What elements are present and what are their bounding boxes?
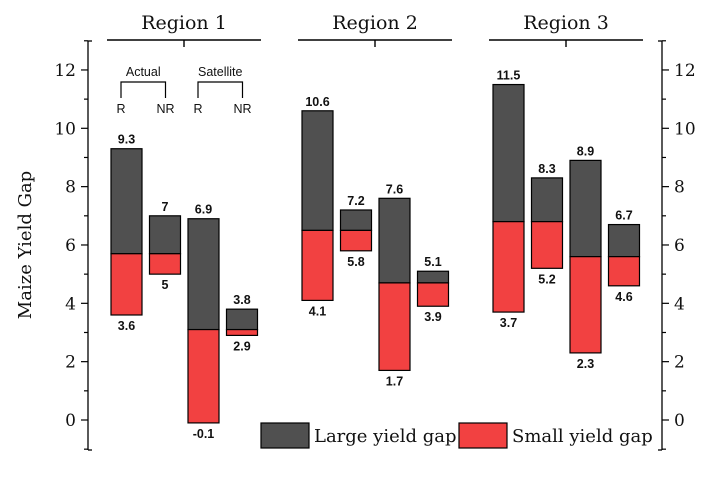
region-title: Region 3 <box>523 12 609 34</box>
bracket-right-label: NR <box>233 102 251 116</box>
legend-swatch <box>260 422 310 449</box>
bar-bottom-label: 2.9 <box>233 339 250 353</box>
legend-label: Large yield gap <box>314 426 457 447</box>
bar-top-label: 6.9 <box>195 203 212 217</box>
left-tick-label: 4 <box>65 294 76 314</box>
bar-top-label: 9.3 <box>118 133 135 147</box>
bar-top-label: 5.1 <box>424 255 441 269</box>
bar-bottom-label: 4.6 <box>615 290 632 304</box>
bar-top-label: 7.2 <box>347 194 364 208</box>
bracket <box>120 81 167 98</box>
bar-bottom-label: 3.6 <box>118 319 135 333</box>
bar-3: 6.9 -0.1 <box>187 203 220 441</box>
bar-4: 3.8 2.9 <box>225 293 259 353</box>
left-tick-label: 0 <box>65 411 76 431</box>
right-tick-label: 6 <box>674 236 685 256</box>
bar-bottom-label: 4.1 <box>309 304 326 318</box>
bar-segment-small-yield-gap <box>225 328 259 337</box>
right-tick-label: 4 <box>674 294 685 314</box>
bar-segment-small-yield-gap <box>110 253 143 316</box>
bar-segment-large-yield-gap <box>378 197 411 284</box>
bar-segment-small-yield-gap <box>607 256 641 287</box>
right-tick-label: 0 <box>674 411 685 431</box>
bar-segment-large-yield-gap <box>530 177 564 223</box>
bar-segment-large-yield-gap <box>416 270 450 284</box>
bar-bottom-label: 3.7 <box>500 316 517 330</box>
bar-segment-small-yield-gap <box>339 229 373 252</box>
left-tick-label: 6 <box>65 236 76 256</box>
bar-12: 6.7 4.6 <box>607 209 641 304</box>
bar-segment-large-yield-gap <box>569 159 602 258</box>
bracket-left-label: R <box>193 102 202 116</box>
bar-segment-large-yield-gap <box>110 148 143 255</box>
bracket-label: Satellite <box>198 65 243 79</box>
y-axis-label: Maize Yield Gap <box>15 171 36 319</box>
bar-8: 5.1 3.9 <box>416 255 450 324</box>
left-tick-label: 10 <box>54 119 76 139</box>
legend-item: Large yield gap <box>260 422 457 449</box>
bar-bottom-label: 2.3 <box>577 357 594 371</box>
bar-2: 75 <box>148 200 182 292</box>
bar-segment-small-yield-gap <box>416 282 450 307</box>
right-tick-label: 10 <box>674 119 696 139</box>
bar-segment-small-yield-gap <box>492 221 525 313</box>
bar-segment-large-yield-gap <box>339 209 373 231</box>
bar-segment-large-yield-gap <box>607 223 641 258</box>
bar-segment-large-yield-gap <box>492 83 525 223</box>
bar-top-label: 8.3 <box>538 162 555 176</box>
bars: 9.33.6756.9-0.13.82.910.64.17.25.87.61.7… <box>110 69 641 441</box>
bar-segment-large-yield-gap <box>148 215 182 255</box>
bar-top-label: 8.9 <box>577 144 594 158</box>
bar-segment-large-yield-gap <box>301 110 334 231</box>
bar-top-label: 11.5 <box>497 69 521 83</box>
bar-segment-large-yield-gap <box>225 308 259 331</box>
legend-label: Small yield gap <box>512 426 653 447</box>
bar-segment-large-yield-gap <box>187 218 220 331</box>
bar-bottom-label: 1.7 <box>386 374 403 388</box>
bracket-annotations: Actual R NR Satellite R NR <box>116 65 251 116</box>
left-tick-label: 2 <box>65 353 76 373</box>
bar-10: 8.3 5.2 <box>530 162 564 286</box>
bar-bottom-label: 3.9 <box>424 310 441 324</box>
legend: Large yield gap Small yield gap <box>260 422 653 449</box>
bar-5: 10.6 4.1 <box>301 95 334 318</box>
axes: 0 0 2 2 4 4 6 6 8 8 10 10 12 12 <box>54 40 696 451</box>
bracket <box>197 81 244 98</box>
bar-segment-small-yield-gap <box>530 221 564 269</box>
bar-top-label: 10.6 <box>305 95 329 109</box>
bar-segment-small-yield-gap <box>187 328 220 424</box>
bar-segment-small-yield-gap <box>148 253 182 275</box>
bar-bottom-label: 5.8 <box>347 255 364 269</box>
bar-segment-small-yield-gap <box>301 229 334 302</box>
bracket-right-label: NR <box>156 102 174 116</box>
bar-6: 7.2 5.8 <box>339 194 373 269</box>
bar-top-label: 7 <box>162 200 169 214</box>
left-tick-label: 8 <box>65 178 76 198</box>
region-title: Region 1 <box>141 12 227 34</box>
legend-item: Small yield gap <box>458 422 653 449</box>
right-tick-label: 2 <box>674 353 685 373</box>
region-headers: Region 1 Region 2 Region 3 <box>107 12 643 47</box>
bar-bottom-label: 5.2 <box>538 272 555 286</box>
bar-segment-small-yield-gap <box>569 256 602 354</box>
bar-9: 11.5 3.7 <box>492 69 525 330</box>
bar-top-label: 3.8 <box>233 293 250 307</box>
bar-bottom-label: 5 <box>162 278 169 292</box>
right-tick-label: 12 <box>674 61 696 81</box>
bar-segment-small-yield-gap <box>378 282 411 372</box>
legend-swatch <box>458 422 508 449</box>
region-title: Region 2 <box>332 12 418 34</box>
bracket-left-label: R <box>116 102 125 116</box>
bar-1: 9.3 3.6 <box>110 133 143 333</box>
bar-11: 8.9 2.3 <box>569 144 602 371</box>
bracket-label: Actual <box>126 65 161 79</box>
bar-top-label: 7.6 <box>386 182 403 196</box>
right-tick-label: 8 <box>674 178 685 198</box>
left-tick-label: 12 <box>54 61 76 81</box>
bar-7: 7.6 1.7 <box>378 182 411 388</box>
bar-bottom-label: -0.1 <box>193 427 215 441</box>
bar-top-label: 6.7 <box>615 209 632 223</box>
